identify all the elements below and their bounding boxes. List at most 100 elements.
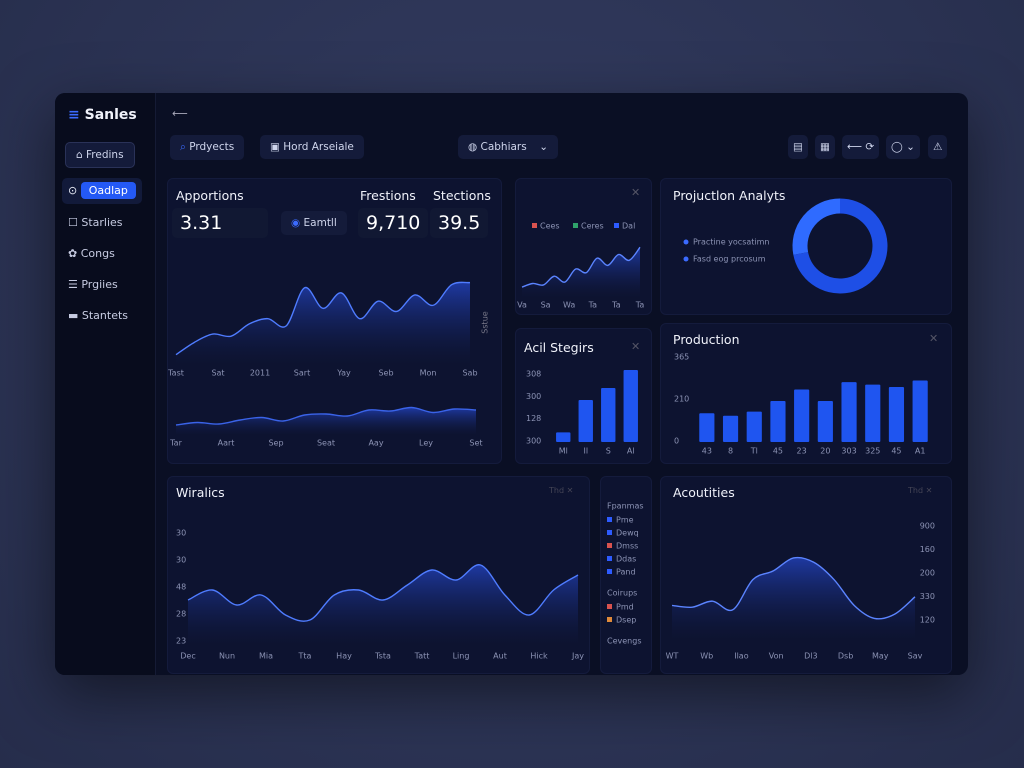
area-line — [175, 281, 471, 356]
icon-button[interactable]: ◯ ⌄ — [886, 135, 920, 159]
search[interactable]: ⌕ Prdyects — [170, 135, 245, 160]
x-tick-label: Wa — [563, 301, 575, 310]
area-line — [175, 406, 477, 426]
stat-value: 9,710 — [358, 208, 429, 238]
filters-panel — [600, 476, 652, 674]
filter-label: Pand — [616, 568, 636, 577]
x-tick-label: Il — [583, 447, 588, 456]
x-tick-label: Tl — [750, 447, 758, 456]
dropdown[interactable]: ◍ Cabhiars ⌄ — [458, 135, 558, 159]
area-fill — [522, 247, 640, 298]
filter-label: Ddas — [616, 555, 636, 564]
x-tick-label: Sa — [541, 301, 551, 310]
bar — [888, 387, 905, 442]
x-tick-label: Aut — [493, 652, 507, 661]
panel-title: Projuctlon Analyts — [673, 188, 786, 203]
x-tick-label: 325 — [865, 447, 880, 456]
x-tick-label: Hay — [336, 652, 352, 661]
bar — [865, 384, 881, 442]
stat-label: Apportions — [176, 188, 244, 203]
filter-text: Thd — [549, 486, 565, 495]
x-tick-label: Jay — [571, 652, 584, 661]
x-tick-label: Wb — [700, 652, 713, 661]
icon-button[interactable]: ⚠ — [928, 135, 948, 159]
nav-item[interactable]: ▬ Stantets — [68, 309, 129, 322]
bar — [817, 401, 833, 442]
search-text: Prdyects — [189, 141, 235, 153]
x-tick-label: Aay — [368, 439, 383, 448]
y-tick-label: 330 — [920, 592, 935, 601]
filter-label: Pmd — [616, 603, 634, 612]
y-tick-label: 200 — [920, 569, 935, 578]
close[interactable]: ✕ — [631, 186, 641, 199]
x-tick-label: Sab — [462, 369, 477, 378]
x-tick-label: May — [872, 652, 889, 661]
filter-swatch — [607, 617, 612, 622]
legend-swatch — [532, 223, 537, 228]
icon-button[interactable]: ▤ — [788, 135, 808, 159]
x-tick-label: 2011 — [250, 369, 270, 378]
legend-label: Ceres — [581, 222, 604, 231]
y-tick-label: 120 — [920, 616, 935, 625]
x-tick-label: Seat — [317, 439, 335, 448]
y-tick-label: 160 — [920, 545, 935, 554]
nav-label: Stantets — [81, 309, 129, 322]
nav-item[interactable]: ✿ Congs — [68, 247, 115, 260]
filter-group-title: Cevengs — [607, 637, 641, 646]
bar — [578, 400, 593, 442]
area-line — [521, 246, 641, 288]
x-tick-label: Von — [769, 652, 784, 661]
x-tick-label: WT — [666, 652, 679, 661]
area-line — [671, 556, 916, 620]
filter-label: Dmss — [616, 542, 638, 551]
chip[interactable]: ◉ Eamtll — [281, 211, 347, 235]
nav-label: Prgiies — [81, 278, 118, 291]
x-tick-label: Nun — [219, 652, 235, 661]
x-tick-label: Ta — [588, 301, 598, 310]
brand-text: Sanles — [84, 107, 137, 123]
legend-label: Cees — [540, 222, 560, 231]
panel-title: Acil Stegirs — [524, 340, 594, 355]
nav-label: Fredins — [86, 149, 124, 161]
x-tick-label: Ilao — [734, 652, 748, 661]
x-tick-label: Tatt — [414, 652, 430, 661]
x-tick-label: Sat — [211, 369, 224, 378]
nav-label: Oadlap — [80, 182, 136, 199]
filter-label: Dsep — [616, 616, 636, 625]
nav-home[interactable]: ⌂ Fredins — [65, 142, 135, 168]
x-tick-label: Seb — [378, 369, 393, 378]
close[interactable]: ✕ — [929, 332, 939, 345]
toolbar-button[interactable]: ▣ Hord Arseiale — [260, 135, 364, 159]
y-tick-label: 300 — [526, 437, 541, 446]
x-tick-label: Tsta — [374, 652, 391, 661]
x-tick-label: Sep — [268, 439, 283, 448]
filter[interactable]: Thd ✕ — [549, 486, 574, 495]
icon-button[interactable]: ⟵ ⟳ — [842, 135, 880, 159]
x-tick-label: Ling — [453, 652, 470, 661]
back-arrow[interactable]: ⟵ — [172, 107, 188, 120]
x-tick-label: 23 — [797, 447, 807, 456]
nav-label: Congs — [80, 247, 115, 260]
bar — [841, 382, 857, 442]
x-tick-label: Tar — [169, 439, 182, 448]
nav-item[interactable]: ☰ Prgiies — [68, 278, 118, 291]
filter-swatch — [607, 569, 612, 574]
x-tick-label: Tta — [298, 652, 312, 661]
filter-swatch — [607, 517, 612, 522]
nav-item[interactable]: ☐ Starlies — [68, 216, 123, 229]
x-tick-label: Ley — [419, 439, 433, 448]
x-tick-label: Mon — [420, 369, 437, 378]
filter[interactable]: Thd ✕ — [908, 486, 933, 495]
x-tick-label: Ta — [635, 301, 645, 310]
x-tick-label: Va — [517, 301, 527, 310]
x-tick-label: Sart — [294, 369, 310, 378]
filter-label: Pme — [616, 516, 634, 525]
nav-item[interactable]: ⊙ Oadlap — [68, 182, 136, 199]
x-tick-label: Dec — [180, 652, 195, 661]
icon-button[interactable]: ▦ — [815, 135, 835, 159]
x-tick-label: Ml — [559, 447, 568, 456]
close[interactable]: ✕ — [631, 340, 641, 353]
y-tick-label: 48 — [176, 583, 186, 592]
bar — [699, 413, 715, 442]
